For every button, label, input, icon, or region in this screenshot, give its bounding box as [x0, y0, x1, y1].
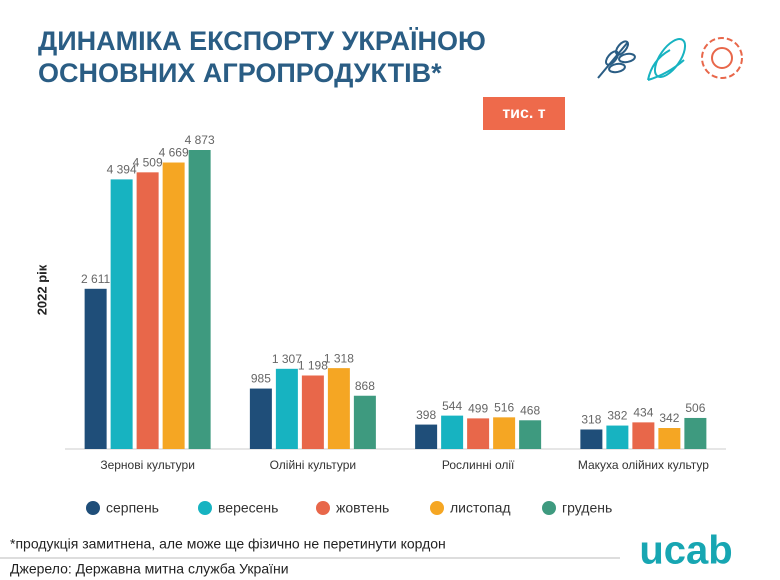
- bar: [327, 368, 350, 449]
- value-label: 1 198: [298, 359, 328, 373]
- value-label: 1 318: [324, 351, 354, 365]
- legend-label: листопад: [450, 500, 511, 516]
- y-axis-label: 2022 рік: [34, 264, 49, 315]
- x-tick-label: Зернові культури: [100, 458, 195, 472]
- x-tick-label: Макуха олійних культур: [578, 458, 709, 472]
- unit-label: тис. т: [502, 105, 545, 122]
- bar: [606, 425, 629, 449]
- chart-title: ДИНАМІКА ЕКСПОРТУ УКРАЇНОЮ: [38, 26, 486, 56]
- legend-label: вересень: [218, 500, 278, 516]
- value-label: 516: [494, 401, 514, 415]
- legend-label: жовтень: [336, 500, 389, 516]
- bar: [658, 428, 681, 449]
- legend-marker: [316, 501, 330, 515]
- bar: [249, 388, 272, 449]
- logo: ucab: [639, 529, 732, 573]
- bar: [162, 162, 185, 449]
- value-label: 985: [251, 372, 271, 386]
- value-label: 4 509: [133, 156, 163, 170]
- value-label: 1 307: [272, 352, 302, 366]
- bar: [493, 417, 516, 449]
- bar: [519, 420, 542, 449]
- value-label: 544: [442, 399, 462, 413]
- legend-label: грудень: [562, 500, 612, 516]
- sunflower-icon: [701, 37, 743, 79]
- value-label: 434: [633, 406, 653, 420]
- bar: [580, 429, 603, 449]
- value-label: 499: [468, 402, 488, 416]
- value-label: 318: [581, 413, 601, 427]
- bar: [84, 288, 107, 449]
- bar: [110, 179, 133, 449]
- footnote: *продукція замитнена, але може ще фізичн…: [10, 536, 446, 552]
- source: Джерело: Державна митна служба України: [10, 561, 289, 577]
- legend-marker: [198, 501, 212, 515]
- value-label: 468: [520, 403, 540, 417]
- x-tick-label: Рослинні олії: [442, 458, 515, 472]
- value-label: 2 611: [81, 272, 110, 286]
- legend-marker: [430, 501, 444, 515]
- legend-marker: [86, 501, 100, 515]
- bar: [301, 375, 324, 449]
- value-label: 4 873: [185, 133, 215, 147]
- value-label: 398: [416, 408, 436, 422]
- bar: [467, 418, 490, 449]
- unit-badge: [483, 97, 565, 130]
- value-label: 342: [659, 411, 679, 425]
- chart-title: ОСНОВНИХ АГРОПРОДУКТІВ*: [38, 58, 442, 88]
- bar: [188, 150, 211, 449]
- bar: [353, 395, 376, 449]
- icons: [597, 37, 743, 81]
- bar: [632, 422, 655, 449]
- value-label: 382: [607, 409, 627, 423]
- bar: [441, 415, 464, 449]
- x-tick-label: Олійні культури: [270, 458, 357, 472]
- value-label: 868: [355, 379, 375, 393]
- bar: [684, 417, 707, 449]
- wheat-icon: [597, 40, 636, 79]
- bar: [415, 424, 438, 449]
- value-label: 506: [685, 401, 705, 415]
- value-label: 4 669: [159, 146, 189, 160]
- legend-label: серпень: [106, 500, 159, 516]
- bar: [275, 368, 298, 449]
- legend-marker: [542, 501, 556, 515]
- bar: [136, 172, 159, 449]
- value-label: 4 394: [107, 163, 137, 177]
- corn-icon: [647, 38, 687, 81]
